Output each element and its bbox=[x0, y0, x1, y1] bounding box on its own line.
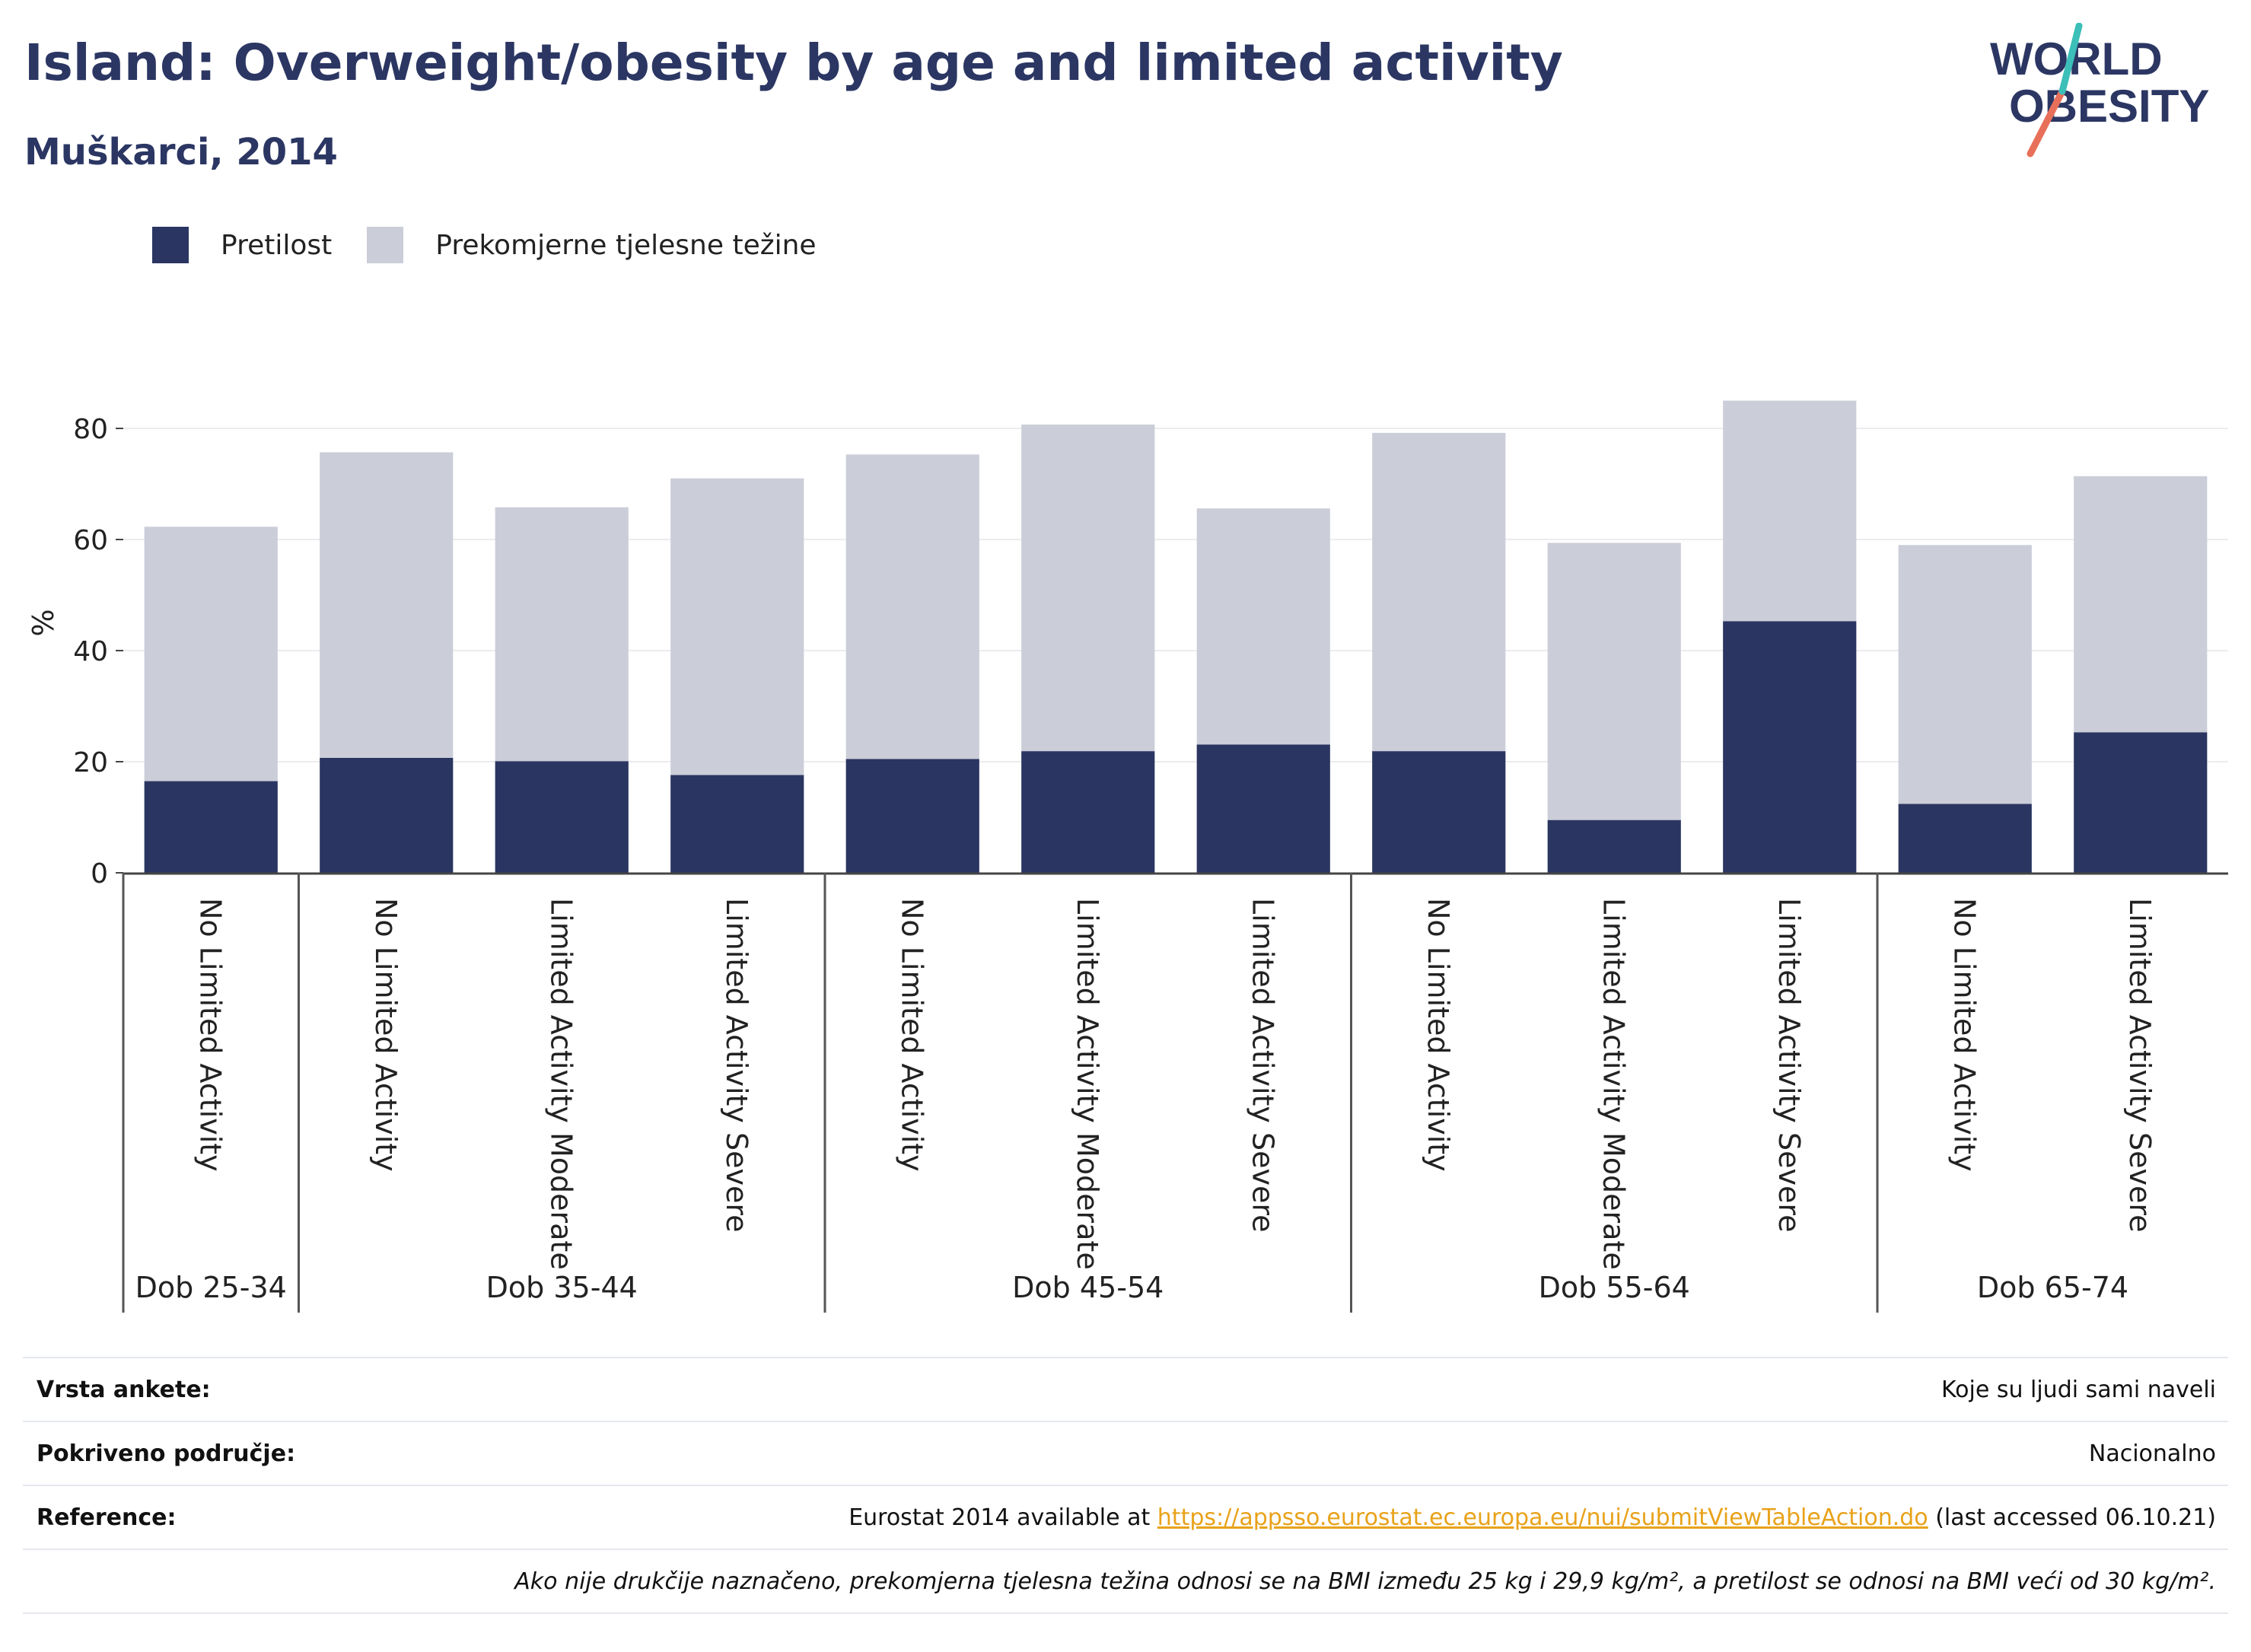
meta-row-note: Ako nije drukčije naznačeno, prekomjerna… bbox=[23, 1549, 2228, 1614]
x-tick-label: Limited Activity Moderate bbox=[1071, 898, 1104, 1270]
x-tick-label: No Limited Activity bbox=[193, 898, 227, 1172]
bar-obesity bbox=[495, 761, 629, 873]
meta-row-coverage: Pokriveno područje: Nacionalno bbox=[23, 1421, 2228, 1485]
bar-obesity bbox=[670, 775, 804, 873]
x-tick-label: Limited Activity Moderate bbox=[544, 898, 578, 1270]
bar-overweight bbox=[1372, 432, 1506, 752]
stacked-bar-chart: 0 20 40 60 80% No Limited Activity No Limited … bbox=[27, 400, 2228, 1313]
metadata-table: Vrsta ankete: Koje su ljudi sami naveli … bbox=[23, 1357, 2228, 1614]
bar-overweight bbox=[495, 507, 629, 762]
bar-overweight bbox=[1021, 424, 1155, 752]
meta-row-reference: Reference: Eurostat 2014 available at ht… bbox=[23, 1485, 2228, 1549]
coverage-value: Nacionalno bbox=[2088, 1440, 2216, 1467]
coverage-label: Pokriveno područje: bbox=[37, 1440, 296, 1467]
x-tick-label: No Limited Activity bbox=[895, 898, 928, 1172]
x-tick-label: Limited Activity Severe bbox=[1246, 898, 1279, 1233]
legend-item-overweight[interactable]: Prekomjerne tjelesne težine bbox=[367, 227, 817, 263]
bar-overweight bbox=[1723, 400, 1857, 622]
bar-obesity bbox=[1723, 621, 1857, 873]
reference-suffix: (last accessed 06.10.21) bbox=[1935, 1504, 2216, 1531]
survey-value: Koje su ljudi sami naveli bbox=[1941, 1376, 2216, 1403]
legend-label-obesity: Pretilost bbox=[221, 229, 333, 261]
bar-overweight bbox=[2074, 476, 2208, 733]
meta-row-survey: Vrsta ankete: Koje su ljudi sami naveli bbox=[23, 1357, 2228, 1421]
bar-obesity bbox=[2074, 732, 2208, 873]
chart-title: Island: Overweight/obesity by age and li… bbox=[24, 33, 1563, 92]
group-label: Dob 65-74 bbox=[1977, 1271, 2128, 1304]
y-tick-label: 40 bbox=[73, 636, 108, 667]
y-tick-label: 80 bbox=[73, 414, 108, 445]
reference-link[interactable]: https://appsso.eurostat.ec.europa.eu/nui… bbox=[1157, 1504, 1928, 1531]
legend-swatch-overweight bbox=[367, 227, 404, 263]
x-tick-label: Limited Activity Moderate bbox=[1597, 898, 1630, 1270]
group-label: Dob 35-44 bbox=[486, 1271, 638, 1304]
bar-overweight bbox=[320, 452, 454, 758]
x-tick-label: No Limited Activity bbox=[1947, 898, 1981, 1172]
bar-overweight bbox=[1898, 545, 2032, 804]
y-tick-label: 20 bbox=[73, 747, 108, 778]
bar-obesity bbox=[1898, 804, 2032, 873]
chart-subtitle: Muškarci, 2014 bbox=[24, 131, 338, 173]
bar-obesity bbox=[1021, 751, 1155, 873]
x-tick-label: No Limited Activity bbox=[369, 898, 403, 1172]
reference-prefix: Eurostat 2014 available at bbox=[849, 1504, 1151, 1531]
y-axis-label: % bbox=[27, 609, 60, 636]
x-tick-label: Limited Activity Severe bbox=[2123, 898, 2157, 1233]
group-label: Dob 55-64 bbox=[1539, 1271, 1690, 1304]
logo-line2: OBESITY bbox=[2009, 81, 2209, 132]
bar-obesity bbox=[1547, 820, 1681, 873]
survey-label: Vrsta ankete: bbox=[37, 1376, 211, 1403]
legend-label-overweight: Prekomjerne tjelesne težine bbox=[435, 229, 817, 261]
definition-note: Ako nije drukčije naznačeno, prekomjerna… bbox=[514, 1568, 2216, 1595]
logo-slash-lower bbox=[2027, 88, 2066, 158]
x-tick-label: Limited Activity Severe bbox=[1772, 898, 1806, 1233]
bar-obesity bbox=[144, 781, 278, 873]
y-tick-label: 0 bbox=[91, 858, 108, 890]
bar-overweight bbox=[144, 527, 278, 781]
bar-overweight bbox=[670, 478, 804, 775]
group-label: Dob 25-34 bbox=[135, 1271, 287, 1304]
reference-value: Eurostat 2014 available at https://appss… bbox=[849, 1504, 2216, 1531]
legend-swatch-obesity bbox=[152, 227, 189, 263]
bar-obesity bbox=[1196, 744, 1330, 873]
x-tick-label: Limited Activity Severe bbox=[720, 898, 753, 1233]
legend: Pretilost Prekomjerne tjelesne težine bbox=[152, 222, 852, 268]
bar-overweight bbox=[1196, 508, 1330, 745]
group-label: Dob 45-54 bbox=[1012, 1271, 1164, 1304]
y-tick-label: 60 bbox=[73, 525, 108, 556]
bar-overweight bbox=[845, 454, 979, 759]
world-obesity-logo: WORLD OBESITY bbox=[1979, 22, 2237, 160]
x-tick-label: No Limited Activity bbox=[1422, 898, 1455, 1172]
bar-obesity bbox=[1372, 751, 1506, 873]
bar-obesity bbox=[320, 757, 454, 873]
reference-label: Reference: bbox=[37, 1504, 177, 1531]
bar-overweight bbox=[1547, 543, 1681, 820]
bar-obesity bbox=[845, 759, 979, 873]
logo-slash-upper bbox=[2058, 22, 2083, 95]
legend-item-obesity[interactable]: Pretilost bbox=[152, 227, 332, 263]
